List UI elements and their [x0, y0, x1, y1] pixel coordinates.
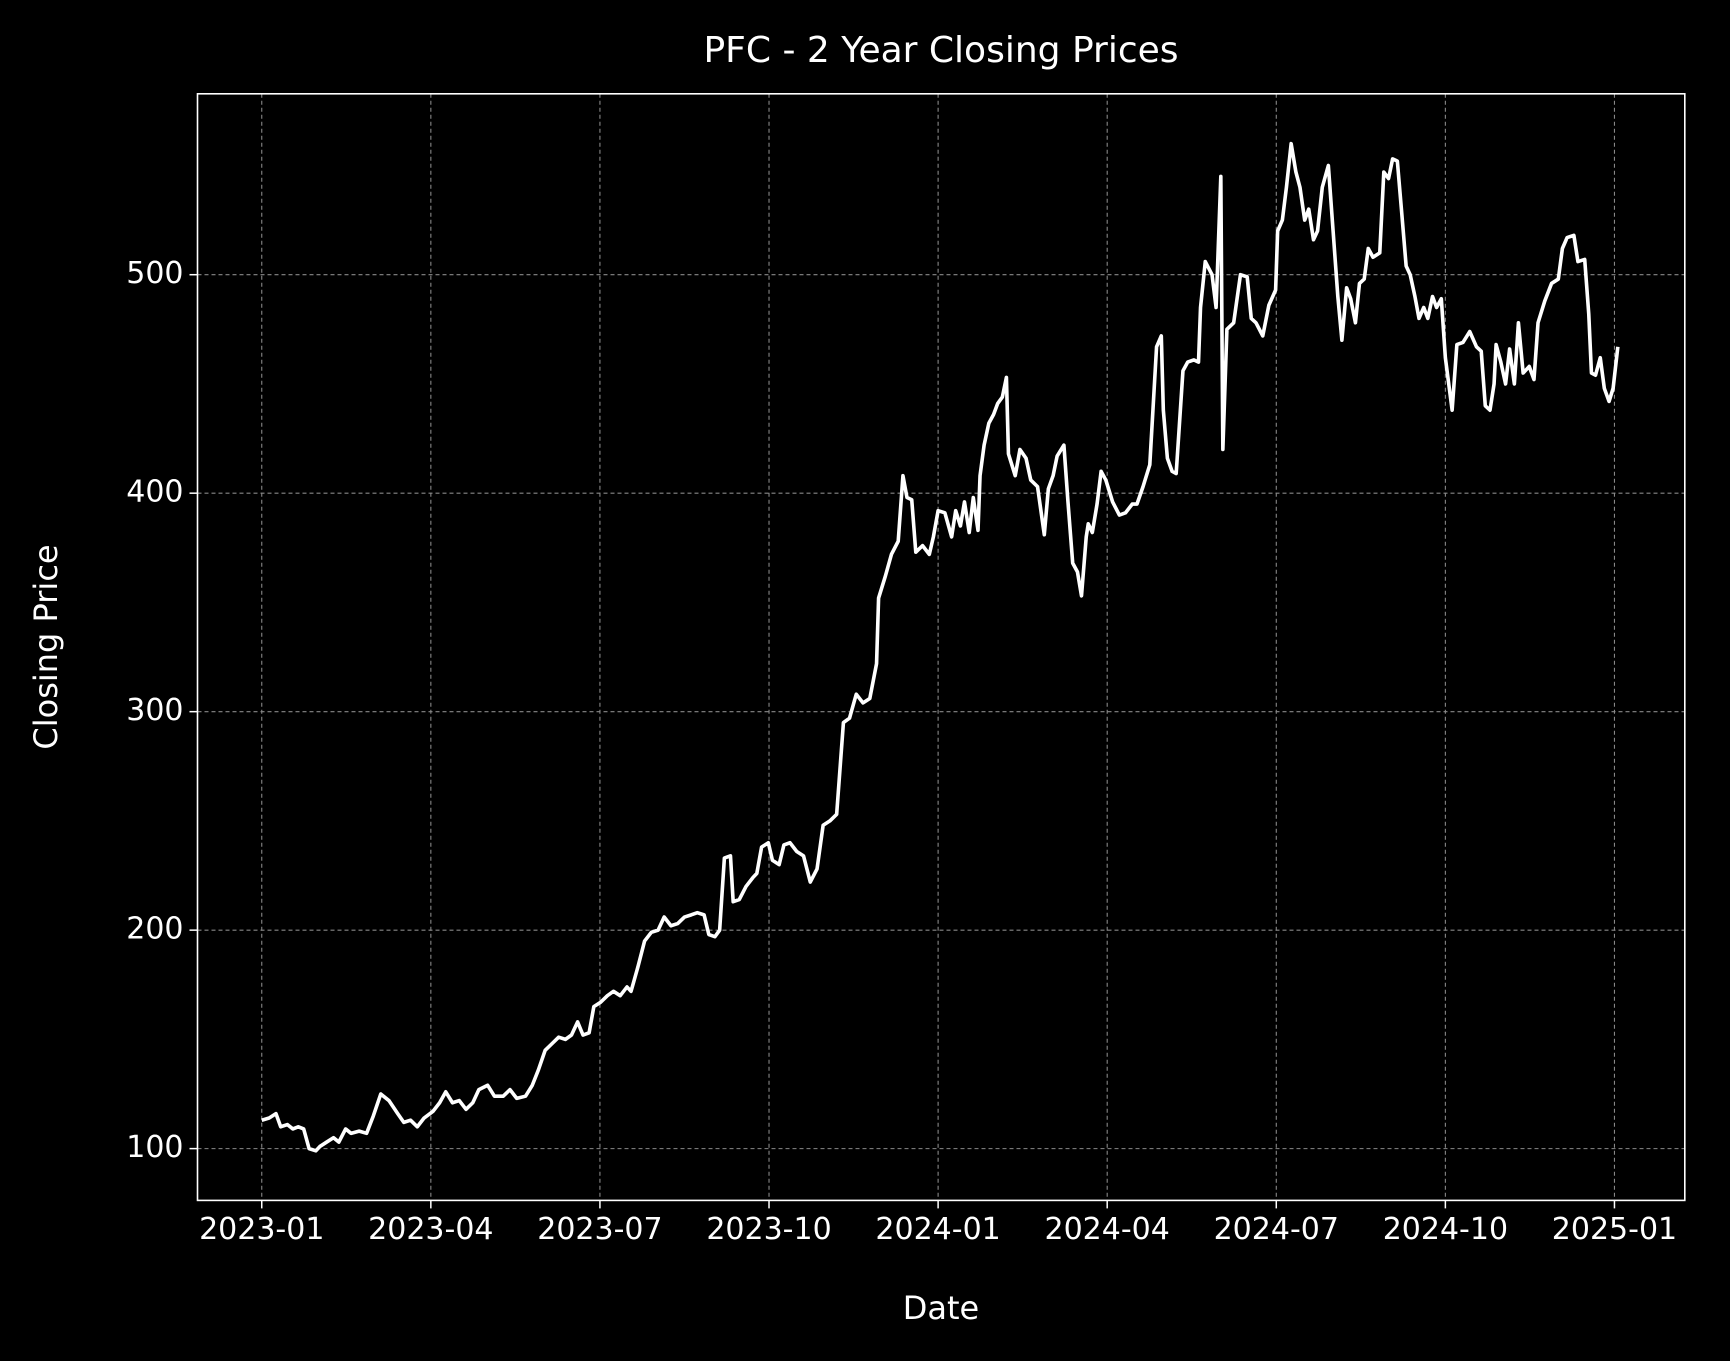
- x-tick-label: 2024-04: [1045, 1212, 1170, 1247]
- y-tick-label: 100: [126, 1130, 183, 1165]
- y-tick-label: 500: [126, 256, 183, 291]
- price-line: [261, 141, 1620, 1153]
- x-tick-label: 2024-07: [1214, 1212, 1339, 1247]
- x-tick-label: 2023-10: [706, 1212, 831, 1247]
- y-tick-label: 200: [126, 912, 183, 947]
- chart-title: PFC - 2 Year Closing Prices: [703, 30, 1178, 71]
- y-axis-label: Closing Price: [27, 544, 65, 749]
- x-axis-label: Date: [903, 1289, 979, 1327]
- x-tick-label: 2023-07: [537, 1212, 662, 1247]
- x-tick-label: 2023-01: [199, 1212, 324, 1247]
- x-tick-label: 2024-10: [1383, 1212, 1508, 1247]
- y-tick-label: 400: [126, 475, 183, 510]
- y-tick-label: 300: [126, 693, 183, 728]
- plot-frame: [196, 93, 1686, 1202]
- x-tick-label: 2025-01: [1552, 1212, 1677, 1247]
- x-tick-label: 2024-01: [875, 1212, 1000, 1247]
- x-tick-label: 2023-04: [368, 1212, 493, 1247]
